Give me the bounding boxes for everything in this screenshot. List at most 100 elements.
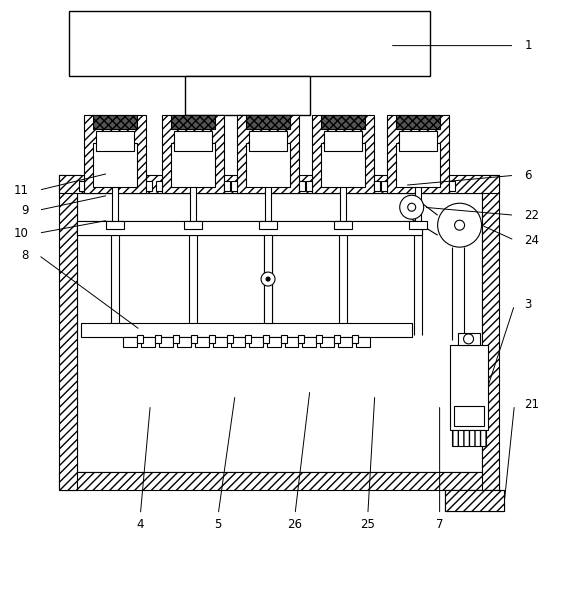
Bar bbox=[265, 151, 271, 221]
Text: 6: 6 bbox=[524, 169, 532, 182]
Bar bbox=[156, 182, 162, 191]
Text: 3: 3 bbox=[524, 298, 532, 312]
Bar bbox=[146, 182, 152, 191]
Bar bbox=[306, 182, 312, 191]
Bar bbox=[79, 182, 84, 191]
Bar bbox=[77, 221, 422, 235]
Text: 1: 1 bbox=[524, 39, 532, 52]
Bar bbox=[107, 221, 124, 229]
Bar bbox=[195, 337, 209, 347]
Bar bbox=[191, 335, 197, 343]
Bar bbox=[340, 151, 346, 221]
Bar bbox=[299, 335, 304, 343]
Bar bbox=[281, 335, 286, 343]
Text: 5: 5 bbox=[214, 518, 222, 531]
Bar bbox=[374, 182, 380, 191]
Bar bbox=[162, 116, 224, 193]
Bar bbox=[285, 337, 299, 347]
Bar bbox=[58, 471, 500, 489]
Bar bbox=[237, 116, 299, 193]
Bar bbox=[58, 175, 77, 489]
Bar bbox=[356, 337, 370, 347]
Bar bbox=[321, 116, 365, 129]
Bar bbox=[96, 131, 135, 151]
Bar bbox=[445, 489, 504, 511]
Text: 24: 24 bbox=[524, 234, 539, 247]
Bar bbox=[387, 116, 449, 193]
Bar bbox=[77, 193, 481, 471]
Bar bbox=[69, 11, 430, 76]
Bar bbox=[396, 116, 439, 129]
Bar bbox=[137, 335, 143, 343]
Bar bbox=[112, 151, 119, 221]
Bar bbox=[324, 131, 362, 151]
Bar bbox=[450, 345, 488, 430]
Bar bbox=[84, 116, 146, 193]
Bar bbox=[399, 131, 437, 151]
Bar bbox=[224, 182, 230, 191]
Bar bbox=[449, 182, 454, 191]
Bar bbox=[249, 131, 287, 151]
Bar bbox=[171, 143, 215, 188]
Bar bbox=[176, 337, 191, 347]
Bar bbox=[185, 76, 310, 116]
Bar bbox=[481, 175, 500, 489]
Bar bbox=[299, 182, 305, 191]
Bar bbox=[231, 337, 245, 347]
Bar bbox=[174, 131, 212, 151]
Text: 21: 21 bbox=[524, 398, 539, 411]
Text: 7: 7 bbox=[436, 518, 444, 531]
Bar bbox=[246, 116, 290, 129]
Bar bbox=[246, 143, 290, 188]
Bar bbox=[81, 323, 411, 337]
Bar bbox=[321, 143, 365, 188]
Bar bbox=[155, 335, 161, 343]
Bar bbox=[454, 406, 484, 426]
Text: 26: 26 bbox=[288, 518, 303, 531]
Text: 10: 10 bbox=[14, 227, 29, 240]
Bar bbox=[352, 335, 358, 343]
Bar bbox=[213, 337, 227, 347]
Bar bbox=[415, 151, 421, 221]
Circle shape bbox=[464, 334, 473, 344]
Bar bbox=[334, 221, 352, 229]
Bar bbox=[93, 143, 138, 188]
Text: 11: 11 bbox=[14, 184, 29, 197]
Bar bbox=[320, 337, 335, 347]
Bar bbox=[409, 221, 427, 229]
Circle shape bbox=[438, 203, 481, 247]
Bar bbox=[266, 337, 281, 347]
Bar bbox=[77, 221, 422, 235]
Bar bbox=[335, 335, 340, 343]
Bar bbox=[259, 221, 277, 229]
Text: 25: 25 bbox=[360, 518, 375, 531]
Bar bbox=[316, 335, 323, 343]
Bar bbox=[190, 151, 196, 221]
Bar bbox=[123, 337, 137, 347]
Bar bbox=[141, 337, 155, 347]
Bar bbox=[303, 337, 316, 347]
Text: 9: 9 bbox=[21, 204, 29, 217]
Bar bbox=[185, 221, 202, 229]
Bar bbox=[396, 143, 439, 188]
Bar bbox=[159, 337, 173, 347]
Bar bbox=[312, 116, 374, 193]
Bar bbox=[171, 116, 215, 129]
Circle shape bbox=[454, 220, 465, 230]
Bar bbox=[458, 333, 480, 345]
Bar bbox=[227, 335, 233, 343]
Bar bbox=[245, 335, 250, 343]
Bar bbox=[173, 335, 179, 343]
Text: 4: 4 bbox=[136, 518, 144, 531]
Bar bbox=[249, 337, 262, 347]
Bar bbox=[209, 335, 215, 343]
Bar bbox=[58, 175, 500, 193]
Circle shape bbox=[261, 272, 275, 286]
Bar bbox=[452, 430, 485, 446]
Circle shape bbox=[408, 203, 415, 211]
Bar bbox=[445, 489, 504, 511]
Bar bbox=[381, 182, 387, 191]
Text: 8: 8 bbox=[21, 249, 29, 261]
Bar bbox=[93, 116, 138, 129]
Bar bbox=[231, 182, 237, 191]
